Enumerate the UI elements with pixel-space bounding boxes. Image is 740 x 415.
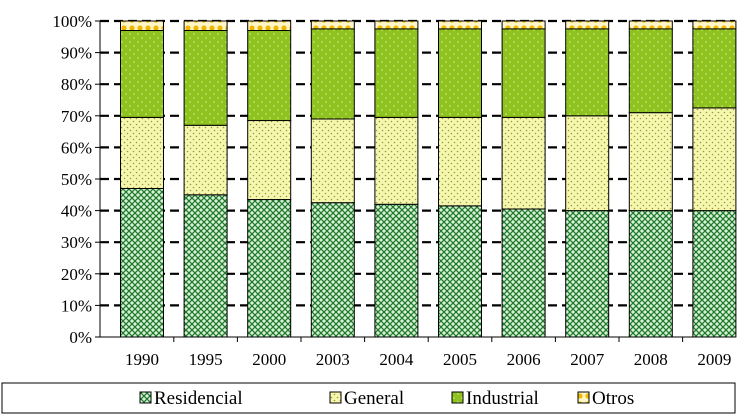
bar-general-1990 <box>120 116 164 189</box>
y-tick-label: 40% <box>61 202 92 221</box>
bar-general-2009 <box>692 107 737 212</box>
y-tick-label: 20% <box>61 265 92 284</box>
bar-residencial-2004 <box>374 203 419 338</box>
bar-industrial-2006 <box>501 28 546 118</box>
bar-industrial-1990 <box>120 29 164 118</box>
bar-otros-2000 <box>247 20 292 31</box>
bar-otros-2003 <box>310 20 355 30</box>
legend-label-residencial: Residencial <box>154 388 243 409</box>
bar-stack-2007 <box>565 20 610 338</box>
bar-otros-2005 <box>438 20 482 30</box>
y-tick-label: 10% <box>61 296 92 315</box>
legend-swatch-industrial <box>451 391 464 404</box>
y-tick-label: 30% <box>61 233 92 252</box>
bar-stack-2008 <box>628 20 673 338</box>
legend-label-otros: Otros <box>592 388 634 409</box>
x-tick-label: 2009 <box>697 350 731 369</box>
bar-general-1995 <box>183 124 228 196</box>
bar-industrial-2008 <box>628 28 673 114</box>
bar-general-2004 <box>374 116 419 205</box>
bar-otros-2009 <box>692 20 737 30</box>
bar-stack-2000 <box>247 20 292 338</box>
bar-industrial-2005 <box>438 28 482 118</box>
bar-residencial-1995 <box>183 194 228 338</box>
bar-residencial-2003 <box>310 202 355 338</box>
x-tick-label: 1990 <box>125 350 159 369</box>
x-tick-label: 2008 <box>634 350 668 369</box>
x-tick-label: 2000 <box>252 350 286 369</box>
bar-otros-2008 <box>628 20 673 30</box>
bar-stack-2003 <box>310 20 355 338</box>
y-axis: 0% 10% 20% 30% 40% 50% 60% 70% 80% 90% 100% <box>52 12 101 347</box>
x-tick-label: 2003 <box>316 350 350 369</box>
bar-otros-1995 <box>183 20 228 31</box>
bar-otros-1990 <box>120 20 164 31</box>
bar-residencial-1990 <box>120 187 164 338</box>
x-axis: 1990 1995 2000 2003 2004 2005 2006 2007 2008 2009 <box>100 336 735 369</box>
bar-otros-2007 <box>565 20 610 30</box>
bar-stack-2004 <box>374 20 419 338</box>
x-tick-label: 2006 <box>507 350 541 369</box>
y-tick-label: 80% <box>61 75 92 94</box>
legend-swatch-residencial <box>139 391 152 404</box>
x-tick-label: 2007 <box>570 350 605 369</box>
y-tick-label: 100% <box>52 12 92 31</box>
bar-stack-2005 <box>438 20 482 338</box>
bar-industrial-2009 <box>692 28 737 109</box>
bar-general-2000 <box>247 120 292 201</box>
x-tick-label: 2005 <box>443 350 477 369</box>
y-tick-label: 90% <box>61 44 92 63</box>
bar-residencial-2006 <box>501 208 546 338</box>
bar-stack-2006 <box>501 20 546 338</box>
bar-general-2006 <box>501 116 546 210</box>
x-tick-label: 2004 <box>379 350 414 369</box>
bar-residencial-2009 <box>692 210 737 338</box>
legend-swatch-otros <box>577 391 590 404</box>
bar-industrial-2003 <box>310 28 355 120</box>
bar-stack-2009 <box>692 20 737 338</box>
bar-stack-1995 <box>183 20 228 338</box>
bar-otros-2006 <box>501 20 546 30</box>
bar-residencial-2008 <box>628 210 673 338</box>
legend-label-industrial: Industrial <box>466 388 539 409</box>
bar-general-2003 <box>310 118 355 204</box>
y-tick-label: 70% <box>61 107 92 126</box>
bars-group <box>120 20 737 338</box>
y-tick-label: 50% <box>61 170 92 189</box>
bar-industrial-1995 <box>183 29 228 126</box>
y-tick-label: 60% <box>61 138 92 157</box>
legend-label-general: General <box>344 388 404 409</box>
bar-general-2008 <box>628 112 673 212</box>
bar-industrial-2004 <box>374 28 419 118</box>
bar-industrial-2000 <box>247 29 292 122</box>
legend: Residencial General Industrial Otros <box>1 382 736 414</box>
bar-industrial-2007 <box>565 28 610 117</box>
bar-stack-1990 <box>120 20 164 338</box>
legend-box <box>1 382 736 414</box>
bar-general-2007 <box>565 115 610 212</box>
bar-residencial-2005 <box>438 205 482 338</box>
bar-general-2005 <box>438 116 482 207</box>
y-tick-label: 0% <box>69 328 92 347</box>
x-tick-label: 1995 <box>189 350 223 369</box>
bar-residencial-2000 <box>247 199 292 338</box>
legend-swatch-general <box>329 391 342 404</box>
bar-otros-2004 <box>374 20 419 30</box>
bar-residencial-2007 <box>565 210 610 338</box>
